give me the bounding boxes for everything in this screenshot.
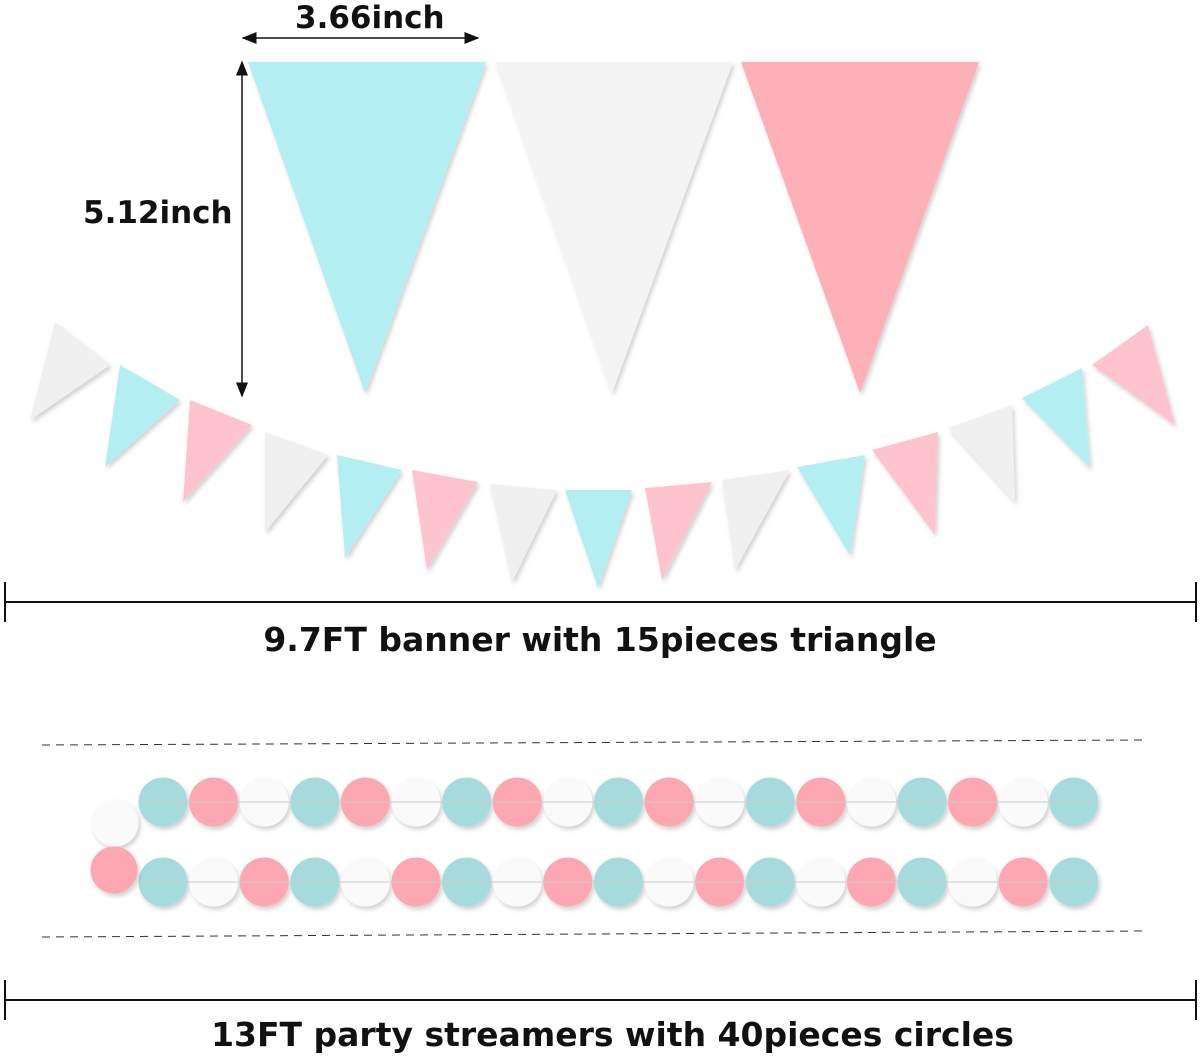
banner-pennant bbox=[30, 322, 110, 420]
banner-pennant bbox=[948, 405, 1015, 502]
banner-pennant bbox=[1092, 325, 1175, 425]
banner-pennant bbox=[645, 482, 712, 580]
banner-pennant bbox=[872, 432, 938, 535]
streamer-length-bar bbox=[4, 980, 1197, 1020]
guide-lines bbox=[41, 739, 1146, 938]
banner-pennant bbox=[265, 432, 328, 532]
streamer-circle bbox=[90, 846, 138, 894]
banner-length-bar bbox=[4, 582, 1197, 622]
banner-pennant bbox=[797, 455, 865, 555]
banner-pennant bbox=[722, 470, 790, 570]
streamer-caption: 13FT party streamers with 40pieces circl… bbox=[211, 1015, 1014, 1054]
streamer-circle bbox=[91, 799, 139, 847]
large-pennant-pink bbox=[741, 62, 979, 393]
banner-pennant bbox=[412, 470, 478, 570]
banner-pennant bbox=[1022, 368, 1090, 468]
large-pennant-white bbox=[496, 62, 733, 393]
width-label: 3.66inch bbox=[295, 0, 445, 36]
banner-pennant bbox=[105, 365, 180, 467]
banner-caption: 9.7FT banner with 15pieces triangle bbox=[263, 620, 937, 659]
height-label: 5.12inch bbox=[83, 195, 233, 231]
large-pennant-blue bbox=[248, 62, 486, 393]
banner-pennant bbox=[565, 490, 632, 588]
banner-pennant bbox=[490, 484, 557, 582]
banner-pennant bbox=[337, 455, 402, 558]
banner-pennant bbox=[183, 400, 252, 502]
